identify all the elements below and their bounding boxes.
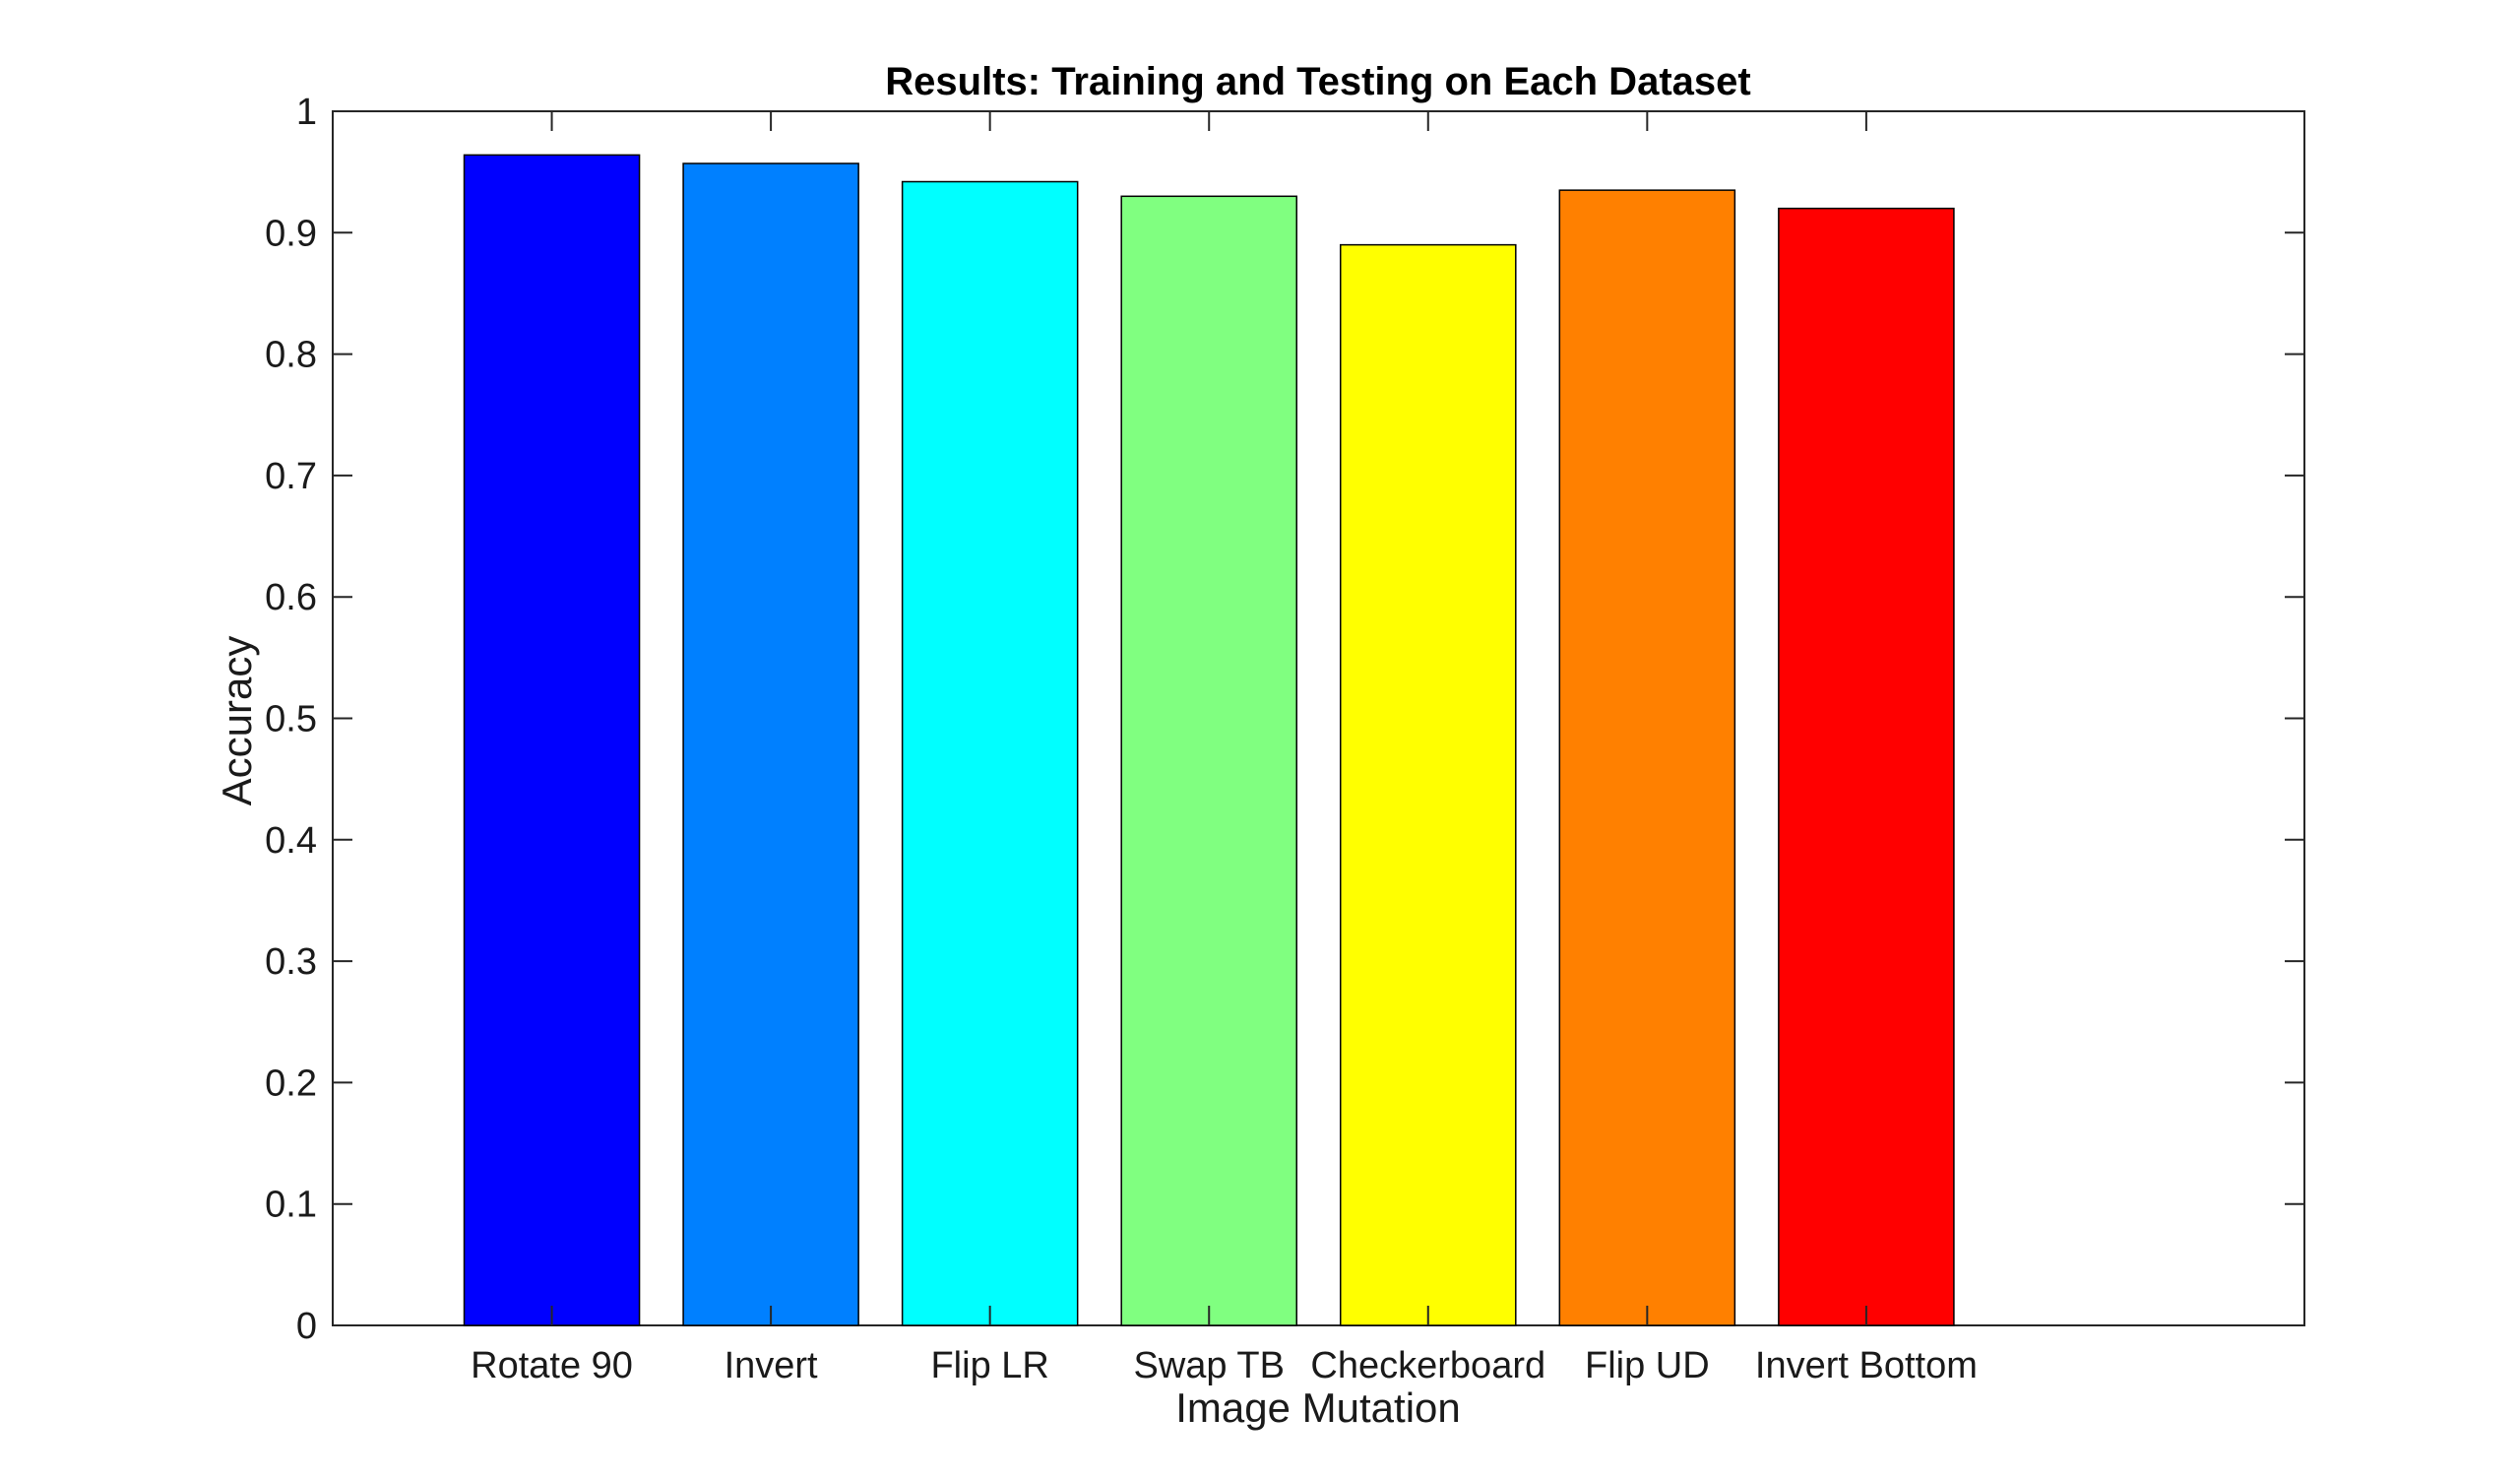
y-tick-label: 0.2 [265,1062,317,1104]
y-tick-label: 0.7 [265,456,317,497]
y-tick-label: 0.4 [265,820,317,862]
bar-checkerboard [1340,243,1517,1326]
bar-swap-tb [1120,195,1297,1326]
y-axis-ticks: 0 0.1 0.2 0.3 0.4 0.5 0.6 0.7 0.8 0.9 1 [265,92,2304,1347]
bar-invert [682,162,859,1326]
y-tick-label: 0.5 [265,699,317,740]
y-tick-label: 0.8 [265,335,317,376]
bar-invert-bottom [1778,207,1955,1326]
bar-rotate-90 [463,154,641,1326]
x-tick-label: Flip UD [1585,1345,1710,1386]
x-axis-label: Image Mutation [1175,1384,1461,1431]
x-tick-label: Checkerboard [1310,1345,1545,1386]
x-axis-ticks: Rotate 90 Invert Flip LR Swap TB Checkerboar… [471,111,1978,1386]
y-tick-label: 0.3 [265,941,317,983]
bar-flip-ud [1558,189,1736,1326]
y-tick-label: 0.1 [265,1185,317,1226]
plot-area [332,110,2305,1326]
x-tick-label: Rotate 90 [471,1345,633,1386]
y-tick-label: 0.6 [265,577,317,618]
x-tick-label: Invert Bottom [1755,1345,1978,1386]
bar-flip-lr [901,180,1079,1326]
axes-box [332,110,2305,1326]
y-tick-label: 1 [296,92,317,133]
x-tick-label: Swap TB [1133,1345,1284,1386]
chart-title: Results: Training and Testing on Each Da… [885,60,1750,103]
y-tick-label: 0 [296,1306,317,1347]
x-tick-label: Flip LR [930,1345,1048,1386]
x-tick-label: Invert [724,1345,818,1386]
y-tick-label: 0.9 [265,213,317,254]
y-axis-label: Accuracy [214,636,260,806]
